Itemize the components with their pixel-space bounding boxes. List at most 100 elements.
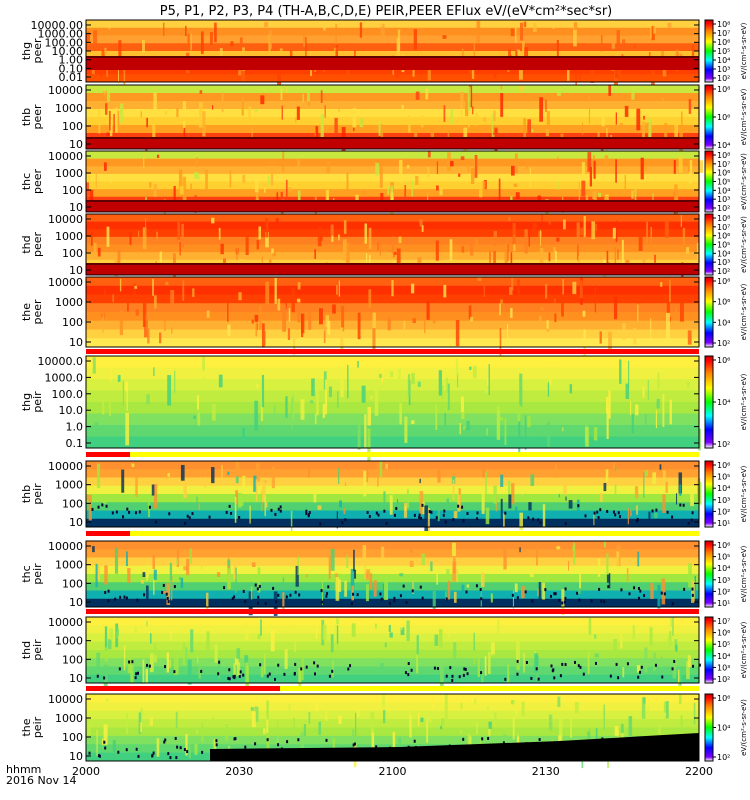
spectrogram-texture (385, 463, 388, 469)
spectrogram-band (86, 85, 699, 94)
spectrogram-gap (660, 591, 663, 595)
spectrogram-texture (622, 323, 626, 340)
colorbar-label: eV/(cm²-s-sr-eV) (740, 283, 748, 340)
colorbar-label: eV/(cm²-s-sr-eV) (740, 22, 748, 79)
spectrogram-texture (679, 694, 682, 704)
panel-thb_peir: 10000100010010thbpeir10⁶10⁵10⁴10³10²10¹e… (20, 460, 748, 536)
colorbar-tick-label: 10⁸ (717, 151, 730, 160)
spectrogram-band (86, 329, 699, 339)
spectrogram-texture (266, 725, 270, 750)
y-axis-probe-label: thc (20, 173, 33, 190)
spectrogram-band (86, 574, 699, 583)
spectrogram-texture (152, 119, 156, 139)
spectrogram-texture (332, 304, 336, 314)
spectrogram-texture (686, 247, 690, 254)
spectrogram-texture (679, 299, 684, 322)
colorbar-tick-label: 10⁵ (717, 47, 730, 56)
spectrogram-texture (130, 665, 134, 684)
spectrogram-texture (331, 234, 334, 242)
spectrogram-texture (664, 122, 668, 145)
spectrogram-gap (598, 587, 601, 591)
spectrogram-texture (110, 179, 113, 183)
spectrogram-texture (616, 30, 620, 46)
spectrogram-texture (317, 227, 322, 247)
spectrogram-texture (545, 99, 547, 112)
spectrogram-texture (236, 662, 241, 676)
spectrogram-texture (384, 642, 387, 648)
spectrogram-texture (672, 617, 674, 636)
spectrogram-texture (500, 85, 503, 90)
spectrogram-texture (248, 106, 252, 125)
spectrogram-texture (528, 224, 530, 247)
spectrogram-texture (265, 217, 269, 238)
spectrogram-texture (86, 31, 90, 51)
spectrogram-texture (516, 637, 520, 663)
spectrogram-gap (407, 662, 410, 666)
mode-flag-bar (86, 452, 699, 457)
spectrogram-texture (615, 467, 617, 472)
spectrogram-texture (134, 626, 137, 634)
spectrogram-gap (135, 672, 138, 676)
spectrogram-band (86, 549, 699, 558)
spectrogram-texture (109, 628, 114, 641)
mode-flag-active (86, 531, 130, 536)
spectrogram-texture (670, 617, 672, 628)
spectrogram-band (86, 93, 699, 102)
spectrogram-texture (636, 108, 641, 131)
spectrogram-texture (88, 494, 92, 521)
spectrogram-texture (466, 420, 470, 431)
spectrogram-gap (687, 522, 690, 526)
colorbar-tick-label: 10¹ (717, 599, 730, 608)
y-tick-label: 10000.0 (38, 355, 84, 368)
spectrogram-texture (545, 283, 548, 299)
spectrogram-texture (221, 465, 223, 481)
spectrogram-gap (161, 591, 164, 595)
y-axis-probe-label: thg (20, 393, 33, 411)
spectrogram-texture (374, 387, 379, 416)
panel-frame (85, 616, 700, 684)
spectrogram-band (86, 590, 699, 600)
spectrogram-texture (603, 482, 607, 492)
spectrogram-texture (153, 643, 156, 663)
spectrogram-texture (653, 652, 657, 671)
spectrogram-texture (245, 234, 249, 255)
spectrogram-texture (340, 327, 344, 353)
spectrogram-gap (117, 750, 120, 754)
spectrogram-texture (421, 553, 425, 565)
spectrogram-texture (693, 702, 696, 725)
spectrogram-texture (608, 390, 611, 419)
spectrogram-gap (463, 667, 466, 671)
spectrogram-texture (624, 105, 629, 117)
spectrogram-gap (564, 596, 567, 600)
spectrogram-texture (425, 88, 429, 100)
spectrogram-gap (404, 671, 407, 675)
spectrogram-gap (614, 513, 617, 517)
spectrogram-gap (481, 737, 484, 741)
spectrogram-texture (338, 234, 340, 241)
spectrogram-texture (678, 472, 683, 494)
spectrogram-texture (263, 728, 266, 735)
spectrogram-texture (468, 305, 472, 320)
colorbar-tick-label: 10² (717, 204, 730, 213)
spectrogram-texture (192, 288, 195, 297)
y-tick-label: 1000 (55, 102, 83, 115)
spectrogram-texture (409, 549, 413, 553)
spectrogram-gap (274, 677, 277, 681)
spectrogram-texture (183, 482, 187, 499)
spectrogram-band (86, 214, 699, 223)
spectrogram-gap (103, 676, 106, 680)
spectrogram-texture (227, 324, 231, 336)
spectrogram-texture (378, 373, 383, 378)
spectrogram-texture (106, 132, 110, 136)
spectrogram-texture (513, 183, 518, 187)
spectrogram-texture (167, 472, 170, 477)
panel-thd_peir: 10000100010010thdpeir10⁷10⁶10⁵10⁴10³10²e… (20, 616, 748, 691)
spectrogram-texture (101, 738, 103, 746)
panel-frame (85, 150, 700, 213)
spectrogram-texture (320, 230, 323, 241)
spectrogram-texture (127, 657, 132, 674)
spectrogram-band (86, 674, 699, 684)
spectrogram-texture (449, 239, 453, 261)
spectrogram-texture (394, 251, 397, 255)
spectrogram-texture (225, 724, 229, 741)
